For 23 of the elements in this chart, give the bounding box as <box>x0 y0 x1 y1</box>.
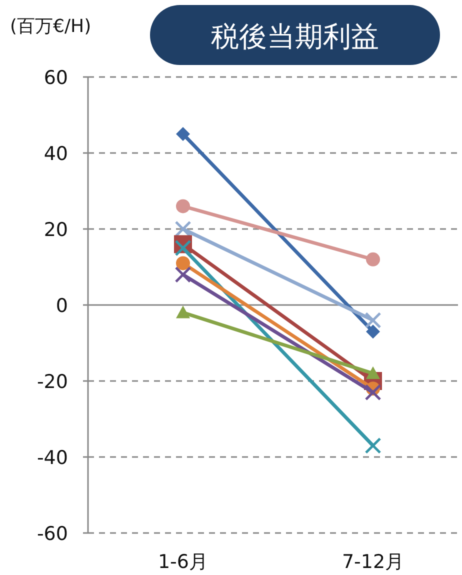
x-tick-label: 7-12月 <box>342 551 404 573</box>
point <box>364 384 382 401</box>
y-axis-title: (百万€/H) <box>10 16 92 37</box>
y-tick-label: 0 <box>56 295 68 317</box>
chart-title: 税後当期利益 <box>211 20 379 53</box>
point <box>176 127 190 141</box>
x-tick-label: 1-6月 <box>158 551 208 573</box>
point <box>176 256 190 270</box>
y-tick-label: -60 <box>36 523 68 545</box>
point <box>364 437 382 454</box>
point <box>174 266 192 283</box>
point <box>174 220 192 238</box>
point <box>176 199 190 214</box>
y-tick-label: -40 <box>36 447 68 469</box>
y-tick-label: 20 <box>44 219 68 241</box>
y-tick-label: -20 <box>36 371 68 393</box>
point <box>174 240 192 256</box>
point <box>366 252 380 266</box>
title: 税後当期利益 <box>150 5 440 65</box>
y-tick-label: 40 <box>44 143 68 165</box>
y-tick-label: 60 <box>44 67 68 89</box>
point <box>366 324 380 339</box>
point <box>364 312 382 328</box>
